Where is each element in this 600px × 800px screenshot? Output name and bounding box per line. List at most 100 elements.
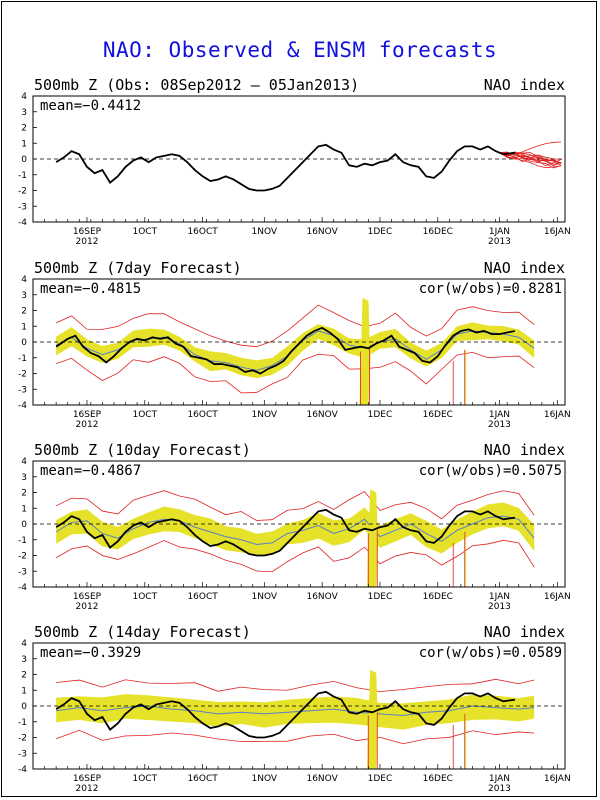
x-tick-label: 16SEP	[73, 774, 102, 784]
x-tick-label: 16JAN	[544, 410, 571, 420]
x-tick-label: 1JAN	[489, 227, 510, 237]
x-tick-label: 16DEC	[423, 774, 453, 784]
x-tick-label: 16NOV	[306, 227, 338, 237]
x-tick-year: 2012	[76, 420, 99, 430]
y-tick-label: 3	[21, 655, 27, 665]
y-tick-label: 3	[21, 108, 27, 118]
x-tick-label: 1JAN	[489, 592, 510, 602]
x-tick-label: 1NOV	[252, 227, 278, 237]
x-tick-year: 2013	[488, 420, 511, 430]
correlation-label: cor(w/obs)=0.0589	[419, 645, 562, 661]
x-tick-label: 1NOV	[252, 410, 278, 420]
x-tick-label: 1OCT	[133, 774, 158, 784]
observed-line	[55, 508, 516, 557]
x-tick-label: 16NOV	[306, 410, 338, 420]
panel-3: 500mb Z (10day Forecast) NAO index mean=−0…	[18, 441, 571, 612]
correlation-label: cor(w/obs)=0.5075	[419, 463, 562, 479]
y-tick-label: -2	[18, 370, 27, 380]
y-tick-label: 1	[21, 139, 27, 149]
spread-spike	[359, 297, 371, 405]
x-tick-label: 1DEC	[368, 227, 393, 237]
y-tick-label: -1	[18, 354, 27, 364]
y-tick-label: -2	[18, 187, 27, 197]
observed-line	[55, 143, 516, 192]
spread-spike	[367, 489, 379, 587]
panel-title: 500mb Z (Obs: 08Sep2012 – 05Jan2013)	[34, 76, 359, 94]
y-tick-label: 4	[21, 275, 27, 285]
x-tick-label: 1JAN	[489, 774, 510, 784]
x-tick-label: 16OCT	[187, 774, 218, 784]
x-tick-label: 16NOV	[306, 592, 338, 602]
x-tick-year: 2013	[488, 237, 511, 247]
y-tick-label: -1	[18, 171, 27, 181]
x-tick-label: 16DEC	[423, 410, 453, 420]
figure-title: NAO: Observed & ENSM forecasts	[102, 38, 498, 62]
x-tick-year: 2013	[488, 784, 511, 794]
x-tick-label: 16SEP	[73, 410, 102, 420]
envelope-upper	[55, 490, 535, 521]
envelope-upper	[55, 304, 535, 348]
y-tick-label: 4	[21, 92, 27, 102]
x-tick-label: 1OCT	[133, 410, 158, 420]
mean-label: mean=−0.4867	[40, 463, 141, 479]
y-tick-label: 0	[21, 702, 27, 712]
x-tick-label: 16SEP	[73, 592, 102, 602]
mean-label: mean=−0.4815	[40, 281, 141, 297]
y-tick-label: 4	[21, 639, 27, 649]
panel-title: 500mb Z (14day Forecast)	[34, 623, 251, 641]
y-tick-label: 2	[21, 671, 27, 681]
y-tick-label: 3	[21, 473, 27, 483]
mean-label: mean=−0.3929	[40, 645, 141, 661]
y-tick-label: 1	[21, 504, 27, 514]
x-tick-label: 16JAN	[544, 592, 571, 602]
panel-index-label: NAO index	[484, 259, 565, 277]
y-tick-label: -3	[18, 749, 27, 759]
panel-index-label: NAO index	[484, 76, 565, 94]
y-tick-label: 0	[21, 155, 27, 165]
observed-line	[55, 690, 516, 739]
forecast-member-line	[499, 152, 562, 167]
y-tick-label: -2	[18, 552, 27, 562]
spread-spike	[367, 669, 379, 769]
x-tick-label: 1DEC	[368, 774, 393, 784]
x-tick-label: 16NOV	[306, 774, 338, 784]
y-tick-label: -2	[18, 734, 27, 744]
x-tick-label: 1DEC	[368, 410, 393, 420]
x-tick-label: 16DEC	[423, 592, 453, 602]
mean-label: mean=−0.4412	[40, 98, 141, 114]
x-tick-label: 16OCT	[187, 227, 218, 237]
y-tick-label: 3	[21, 291, 27, 301]
x-tick-label: 16SEP	[73, 227, 102, 237]
y-tick-label: 2	[21, 124, 27, 134]
panel-2: 500mb Z (7day Forecast) NAO index mean=−0.…	[18, 259, 571, 430]
y-tick-label: 0	[21, 520, 27, 530]
x-tick-year: 2012	[76, 237, 99, 247]
x-tick-label: 1JAN	[489, 410, 510, 420]
y-tick-label: -1	[18, 536, 27, 546]
y-tick-label: 1	[21, 686, 27, 696]
x-tick-label: 1DEC	[368, 592, 393, 602]
panel-index-label: NAO index	[484, 441, 565, 459]
x-tick-label: 1NOV	[252, 592, 278, 602]
panel-index-label: NAO index	[484, 623, 565, 641]
y-tick-label: 4	[21, 457, 27, 467]
y-tick-label: -4	[18, 401, 27, 411]
panel-title: 500mb Z (7day Forecast)	[34, 259, 242, 277]
correlation-label: cor(w/obs)=0.8281	[419, 281, 562, 297]
envelope-upper	[56, 678, 535, 693]
x-tick-year: 2012	[76, 784, 99, 794]
envelope-lower	[55, 351, 535, 394]
x-tick-label: 1NOV	[252, 774, 278, 784]
panel-title: 500mb Z (10day Forecast)	[34, 441, 251, 459]
y-tick-label: -3	[18, 385, 27, 395]
ensemble-mean-line	[55, 515, 535, 545]
x-tick-label: 16OCT	[187, 410, 218, 420]
x-tick-label: 16OCT	[187, 592, 218, 602]
x-tick-label: 16JAN	[544, 774, 571, 784]
y-tick-label: 1	[21, 322, 27, 332]
y-tick-label: -1	[18, 718, 27, 728]
x-tick-label: 1OCT	[133, 227, 158, 237]
y-tick-label: -4	[18, 218, 27, 228]
